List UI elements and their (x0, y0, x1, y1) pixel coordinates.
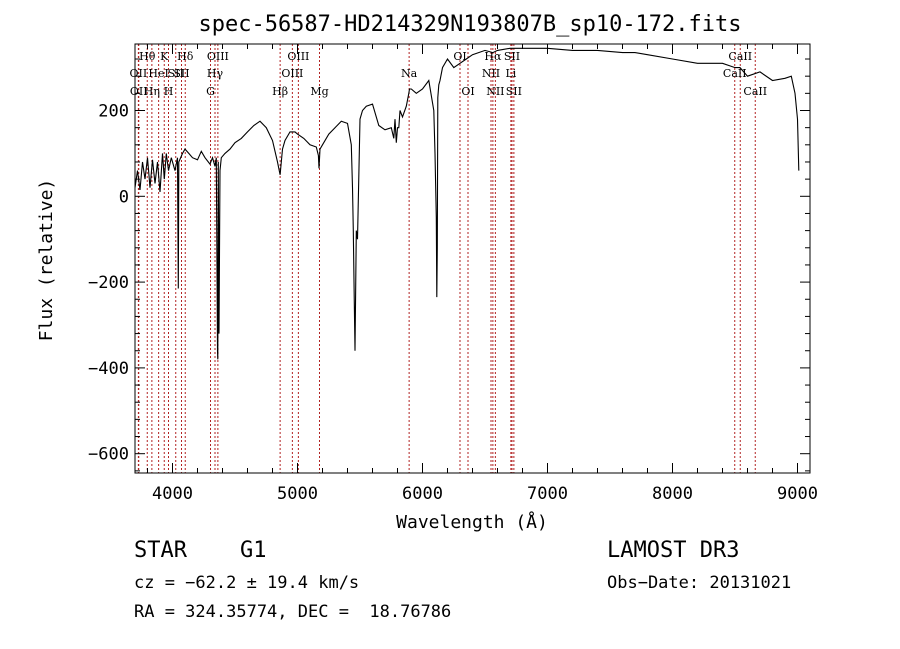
line-marker-label: Mg (310, 85, 328, 98)
y-tick-label: 200 (98, 101, 129, 121)
line-marker-label: OI (453, 50, 466, 63)
line-marker-label: Hη (144, 85, 160, 98)
line-marker-label: Hβ (272, 85, 288, 98)
x-tick-label: 8000 (652, 484, 693, 504)
line-marker-label: SII (506, 85, 522, 98)
line-marker-label: SII (173, 67, 189, 80)
line-marker-label: Hθ (139, 50, 156, 63)
line-marker-label: Hγ (207, 67, 224, 80)
line-marker-label: Li (505, 67, 516, 80)
line-marker-labels: OIIOIIHθHηHeIKHSIISIIHδGHγOIIIHβOIIIOIII… (130, 50, 768, 98)
line-marker-label: NII (482, 67, 500, 80)
line-marker-label: CaII (743, 85, 767, 98)
plot-frame (134, 43, 811, 474)
line-marker-label: SII (168, 67, 184, 80)
x-tick-label: 9000 (777, 484, 818, 504)
sky-coordinates: RA = 324.35774, DEC = 18.76786 (134, 602, 452, 622)
x-tick-label: 5000 (277, 484, 318, 504)
y-tick-label: 0 (119, 187, 129, 207)
line-marker-label: G (206, 85, 215, 98)
line-marker-label: SII (504, 50, 520, 63)
object-subclass: G1 (240, 538, 267, 563)
line-marker-label: OII (130, 85, 148, 98)
line-marker-label: Hδ (177, 50, 194, 63)
line-marker-label: H (164, 85, 174, 98)
line-marker-label: HeI (148, 67, 168, 80)
line-marker-label: OIII (207, 50, 229, 63)
x-axis-label: Wavelength (Å) (396, 511, 548, 533)
x-tick-label: 6000 (402, 484, 443, 504)
line-markers (137, 44, 756, 473)
observation-date: Obs−Date: 20131021 (607, 573, 792, 593)
y-axis-label: Flux (relative) (36, 179, 57, 342)
line-marker-label: Hα (484, 50, 502, 63)
line-marker-label: CaII (723, 67, 747, 80)
redshift-velocity: cz = −62.2 ± 19.4 km/s (134, 573, 360, 593)
line-marker-label: OII (130, 67, 148, 80)
line-marker-label: CaII (728, 50, 752, 63)
x-tick-label: 7000 (527, 484, 568, 504)
x-axis: 4000 5000 6000 7000 8000 9000 (147, 44, 818, 504)
y-tick-label: −600 (88, 445, 129, 465)
survey-name: LAMOST DR3 (607, 538, 740, 563)
object-class: STAR (134, 538, 187, 563)
y-tick-label: −200 (88, 273, 129, 293)
line-marker-label: OIII (287, 50, 309, 63)
y-tick-label: −400 (88, 359, 129, 379)
chart-title: spec-56587-HD214329N193807B_sp10-172.fit… (198, 12, 741, 37)
line-marker-label: NII (486, 85, 504, 98)
line-marker-label: OI (461, 85, 474, 98)
line-marker-label: OIII (281, 67, 303, 80)
y-axis: −600 −400 −200 0 200 (88, 58, 810, 472)
x-tick-label: 4000 (152, 484, 193, 504)
line-marker-label: Na (401, 67, 418, 80)
line-marker-label: K (160, 50, 169, 63)
spectrum-line (134, 47, 800, 360)
